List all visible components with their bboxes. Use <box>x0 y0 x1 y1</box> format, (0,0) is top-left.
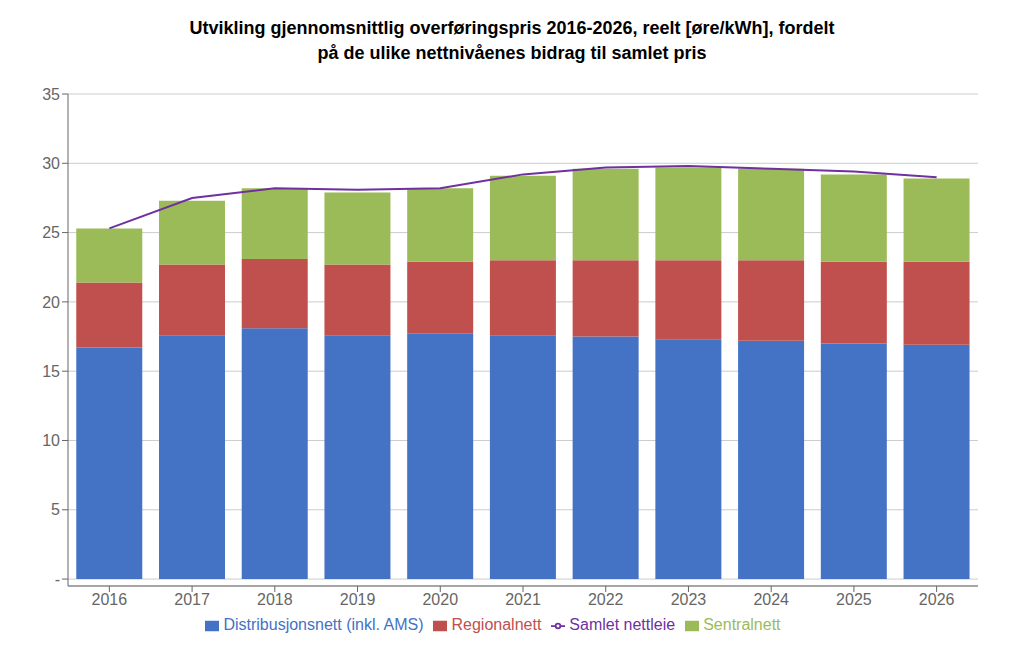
svg-text:2020: 2020 <box>422 592 458 609</box>
html-text:Distribusjonsnett (inkl. AMS): Distribusjonsnett (inkl. AMS) <box>223 616 424 634</box>
svg-text:20: 20 <box>42 294 60 311</box>
svg-text:-: - <box>55 571 60 588</box>
svg-text:2016: 2016 <box>92 592 128 609</box>
svg-text:25: 25 <box>42 225 60 242</box>
svg-text:2026: 2026 <box>919 592 955 609</box>
html-text:på de ulike nettnivåenes bidra: på de ulike nettnivåenes bidrag til saml… <box>317 43 707 64</box>
svg-text:2021: 2021 <box>505 592 541 609</box>
svg-text:5: 5 <box>51 502 60 519</box>
svg-text:2023: 2023 <box>671 592 707 609</box>
html-text:Utvikling gjennomsnittlig over: Utvikling gjennomsnittlig overføringspri… <box>189 18 835 38</box>
svg-text:2024: 2024 <box>753 592 789 609</box>
svg-text:2022: 2022 <box>588 592 624 609</box>
svg-text:15: 15 <box>42 363 60 380</box>
svg-text:35: 35 <box>42 86 60 103</box>
svg-text:10: 10 <box>42 433 60 450</box>
html-text:Regionalnett: Regionalnett <box>451 616 542 634</box>
svg-text:2025: 2025 <box>836 592 872 609</box>
svg-text:30: 30 <box>42 155 60 172</box>
svg-text:2018: 2018 <box>257 592 293 609</box>
svg-text:2019: 2019 <box>340 592 376 609</box>
html-text:Sentralnett: Sentralnett <box>703 616 781 634</box>
svg-text:2017: 2017 <box>174 592 210 609</box>
html-text:Samlet nettleie: Samlet nettleie <box>569 616 676 634</box>
